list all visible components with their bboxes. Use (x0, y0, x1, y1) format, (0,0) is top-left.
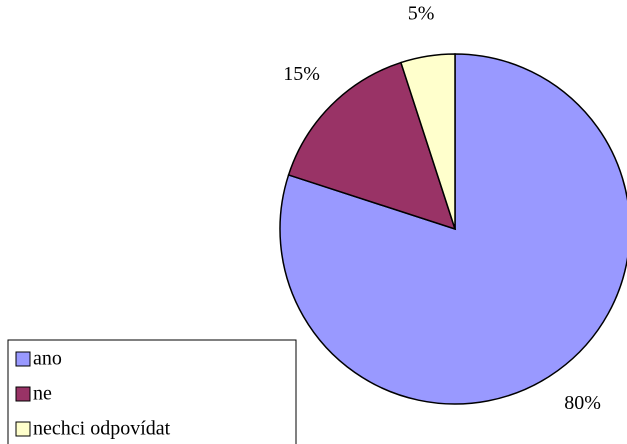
data-label: 5% (408, 2, 435, 24)
data-label: 80% (564, 392, 601, 414)
data-label: 15% (283, 63, 320, 85)
legend-swatch (15, 386, 31, 402)
legend-swatch (15, 421, 31, 437)
legend-label: nechci odpovídat (33, 418, 171, 440)
legend-label: ano (33, 348, 62, 370)
legend-box (7, 339, 297, 444)
pie-slice (287, 61, 457, 231)
pie-slice (399, 53, 456, 230)
legend-swatch (15, 351, 31, 367)
pie: 80% 15% 5% (279, 2, 627, 414)
legend-label: ne (33, 383, 52, 405)
legend: ano ne nechci odpovídat (7, 339, 297, 444)
